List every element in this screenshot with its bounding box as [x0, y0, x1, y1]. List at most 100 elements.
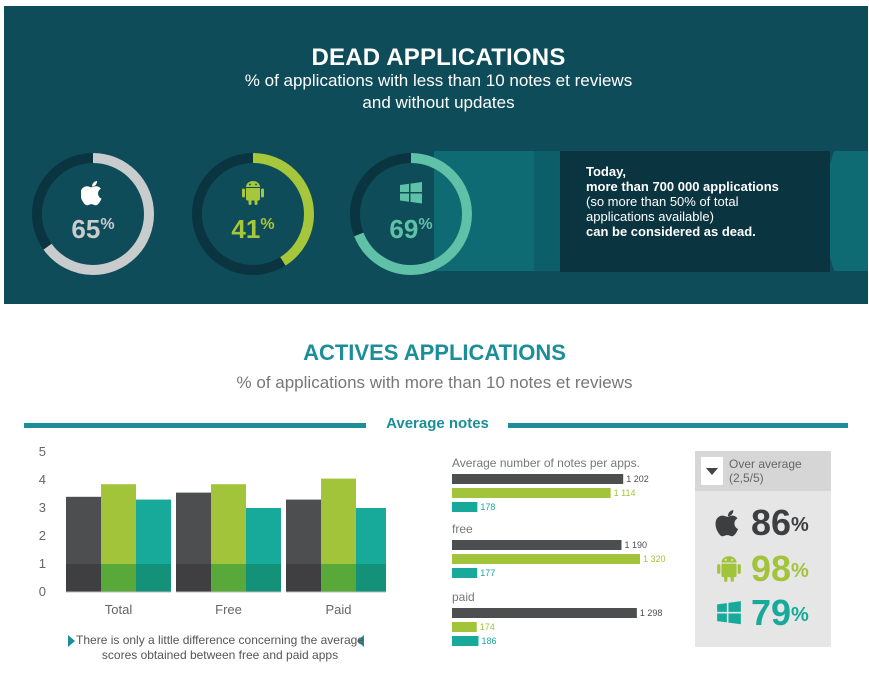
group-label: paid: [452, 590, 475, 604]
hbar: [452, 502, 478, 512]
donut-svg: [350, 153, 472, 275]
y-tick-label: 5: [39, 444, 46, 459]
hbar: [452, 568, 478, 578]
android-over-number: 98: [751, 548, 792, 589]
pct-sign: %: [260, 216, 275, 233]
android-over-value: 98%: [751, 549, 809, 589]
android-icon: [242, 181, 264, 205]
apple-icon: [715, 510, 739, 537]
windows-over-value: 79%: [751, 593, 809, 633]
chart-note: There is only a little difference concer…: [76, 633, 364, 662]
actives-subtitle: % of applications with more than 10 note…: [236, 373, 633, 392]
bar-base-shade: [66, 564, 101, 592]
android-dead-value: 41%: [191, 214, 315, 245]
donut-arc: [32, 153, 154, 275]
y-tick-label: 2: [39, 528, 46, 543]
y-tick-label: 0: [39, 584, 46, 599]
hbar: [452, 540, 622, 550]
average-notes-bar-chart: 0 1 2 3 4 5 Total Free Paid: [39, 444, 386, 617]
category-label: Total: [105, 602, 133, 617]
hbar: [452, 474, 624, 484]
hbar: [452, 636, 479, 646]
pct-sign: %: [791, 514, 809, 536]
windows-dead-donut: 69%: [349, 152, 473, 276]
android-icon: [717, 556, 741, 582]
group-label: free: [452, 522, 473, 536]
bar-base-shade: [101, 564, 136, 592]
windows-dead-value: 69%: [349, 214, 473, 245]
page-subtitle-line1: % of applications with less than 10 note…: [244, 71, 633, 90]
donut-svg: [192, 153, 314, 275]
over-average-header: Over average (2,5/5): [695, 451, 831, 491]
category-label: Free: [215, 602, 242, 617]
notes-per-app-bar-chart: Average number of notes per apps. 1 202 1 …: [452, 456, 666, 646]
apple-dead-donut: 65%: [31, 152, 155, 276]
over-average-title: Over average: [729, 457, 802, 471]
apple-dead-number: 65: [71, 214, 101, 244]
bar-base-shade: [211, 564, 246, 592]
bar-base-shade: [321, 564, 356, 592]
donut-svg: [32, 153, 154, 275]
bar-base-shade: [136, 564, 171, 592]
hbar-value-label: 1 114: [614, 488, 636, 498]
dead-summary-box: Today, more than 700 000 applications (s…: [560, 151, 830, 272]
windows-icon: [400, 182, 422, 204]
hbar: [452, 622, 477, 632]
hbar-value-label: 1 202: [626, 474, 649, 484]
dead-applications-banner: DEAD APPLICATIONS % of applications with…: [4, 6, 868, 304]
group-label: Average number of notes per apps.: [452, 456, 640, 470]
hbar: [452, 554, 640, 564]
android-dead-number: 41: [231, 214, 261, 244]
bar-base-shade: [176, 564, 211, 592]
donut-arc: [350, 153, 472, 275]
bar-base-shade: [246, 564, 281, 592]
pct-sign: %: [791, 560, 809, 582]
over-average-dropdown[interactable]: [701, 457, 723, 485]
apple-over-number: 86: [751, 502, 792, 543]
over-average-android-row: 98%: [695, 549, 831, 589]
over-average-threshold: (2,5/5): [729, 471, 764, 485]
y-tick-label: 1: [39, 556, 46, 571]
hbar-value-label: 186: [481, 636, 496, 646]
y-tick-label: 3: [39, 500, 46, 515]
over-average-windows-row: 79%: [695, 593, 831, 633]
apple-dead-value: 65%: [31, 214, 155, 245]
dead-summary-line1: Today,: [586, 164, 626, 179]
hbar: [452, 608, 637, 618]
windows-dead-number: 69: [389, 214, 419, 244]
bar-base-shade: [286, 564, 321, 592]
page-title: DEAD APPLICATIONS: [311, 44, 566, 71]
windows-icon: [717, 601, 741, 625]
page-subtitle-line2: and without updates: [362, 93, 515, 112]
section-rule-right: [508, 423, 848, 428]
apple-icon: [81, 181, 102, 206]
apple-over-value: 86%: [751, 503, 809, 543]
dead-summary-line4: applications available): [586, 209, 714, 224]
actives-title: ACTIVES APPLICATIONS: [303, 340, 566, 365]
pct-sign: %: [791, 604, 809, 626]
hbar-value-label: 1 190: [624, 540, 647, 550]
note-arrow-left: [68, 635, 75, 647]
donut-arc: [192, 153, 314, 275]
dead-summary-line2: more than 700 000 applications: [586, 179, 779, 194]
over-average-panel: Over average (2,5/5) 86% 98%: [695, 451, 831, 647]
dead-summary-line5: can be considered as dead.: [586, 224, 756, 239]
over-average-apple-row: 86%: [695, 503, 831, 543]
hbar-value-label: 174: [480, 622, 495, 632]
windows-over-number: 79: [751, 592, 792, 633]
over-average-label: Over average (2,5/5): [729, 457, 802, 485]
hbar: [452, 488, 611, 498]
note-arrow-right: [357, 635, 364, 647]
android-dead-donut: 41%: [191, 152, 315, 276]
hbar-value-label: 1 320: [643, 554, 666, 564]
hbar-value-label: 177: [480, 568, 495, 578]
section-rule-left: [24, 423, 366, 428]
y-tick-label: 4: [39, 472, 46, 487]
pct-sign: %: [418, 216, 433, 233]
average-notes-label: Average notes: [386, 415, 489, 432]
chevron-down-icon: [706, 468, 718, 475]
pct-sign: %: [100, 216, 115, 233]
category-label: Paid: [325, 602, 351, 617]
hbar-value-label: 1 298: [640, 608, 663, 618]
bar-base-shade: [356, 564, 386, 592]
